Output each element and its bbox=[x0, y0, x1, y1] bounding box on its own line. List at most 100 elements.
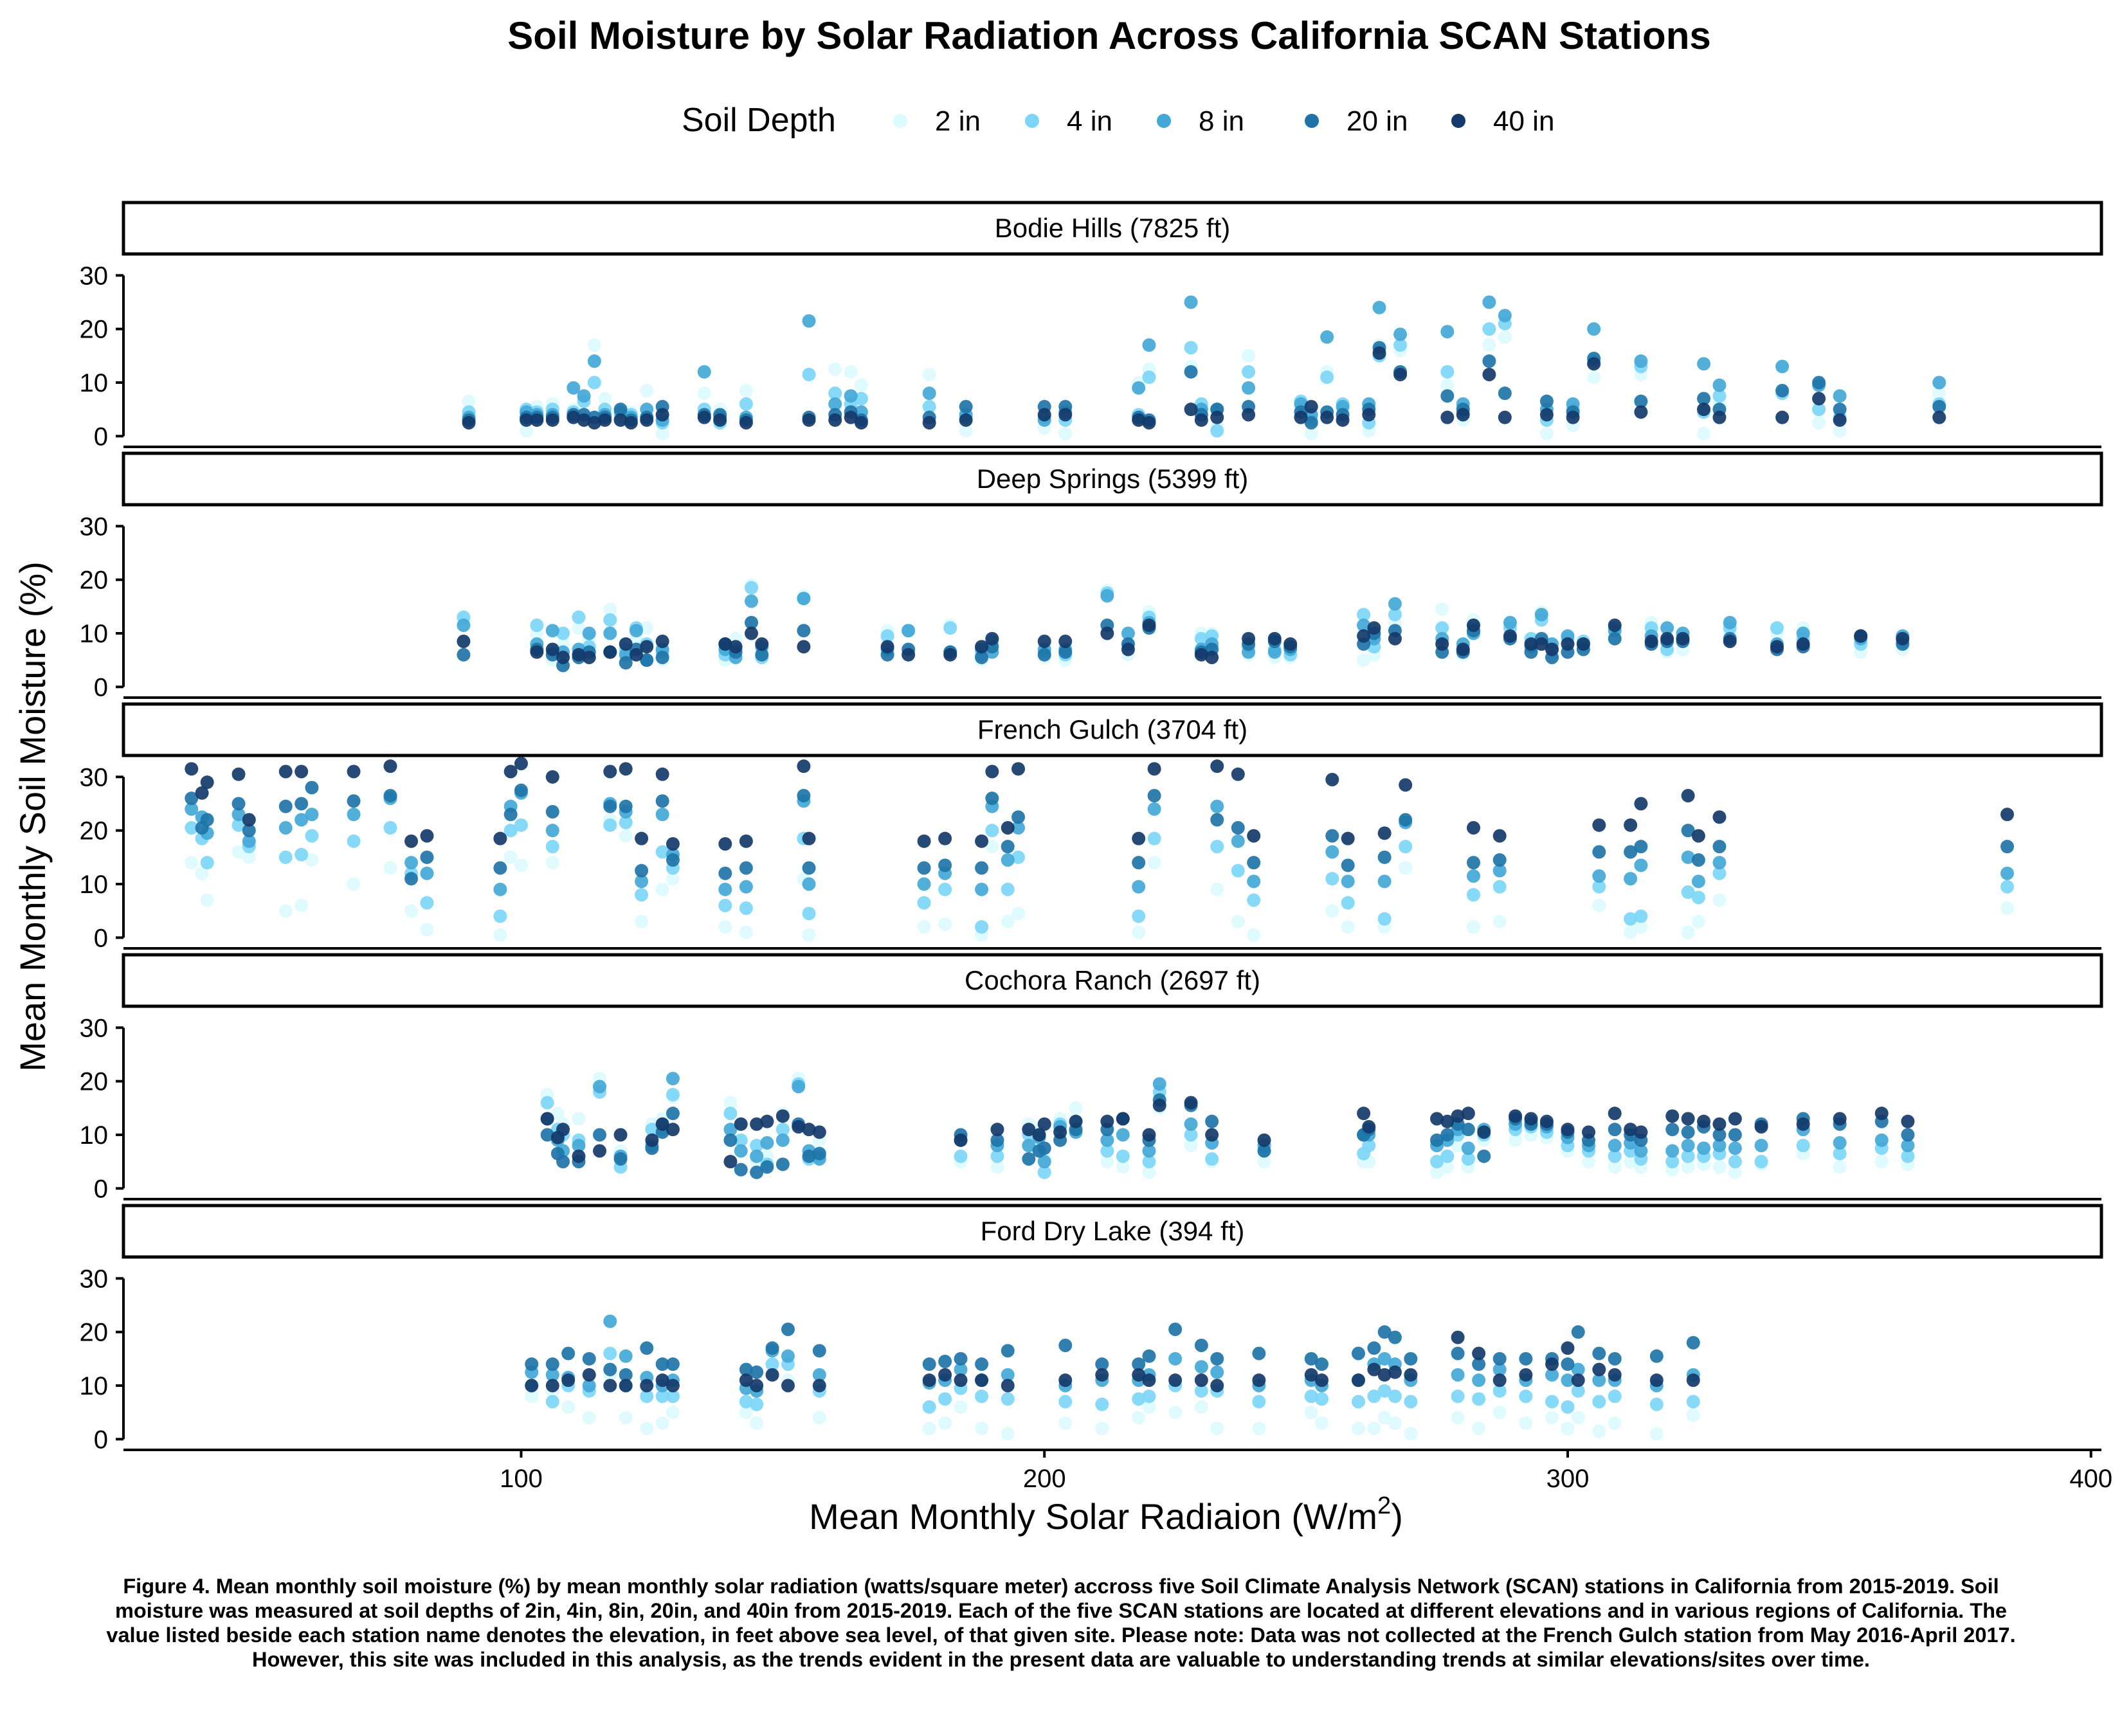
point-2in-42 bbox=[1608, 1416, 1622, 1430]
point-8in-27 bbox=[1152, 1077, 1166, 1091]
point-40in-45 bbox=[1660, 631, 1674, 646]
point-4in-25 bbox=[917, 896, 931, 910]
point-4in-52 bbox=[1796, 1139, 1810, 1153]
point-40in-12 bbox=[697, 410, 711, 424]
point-4in-38 bbox=[1545, 1395, 1559, 1409]
point-4in-47 bbox=[1712, 866, 1727, 880]
point-40in-26 bbox=[938, 831, 952, 845]
point-8in-46 bbox=[1691, 874, 1705, 889]
point-40in-19 bbox=[975, 640, 989, 654]
point-8in-19 bbox=[655, 808, 669, 822]
point-2in-40 bbox=[1571, 1411, 1585, 1425]
point-40in-9 bbox=[383, 759, 397, 773]
point-20in-55 bbox=[1901, 1128, 1915, 1142]
point-40in-13 bbox=[503, 764, 518, 779]
point-8in-23 bbox=[1100, 589, 1114, 603]
chart-title: Soil Moisture by Solar Radiation Across … bbox=[507, 14, 1710, 57]
point-4in-35 bbox=[1247, 893, 1261, 907]
point-4in-27 bbox=[1304, 1389, 1318, 1404]
point-40in-13 bbox=[775, 1109, 790, 1123]
point-2in-50 bbox=[1728, 1165, 1742, 1179]
point-40in-19 bbox=[1058, 1373, 1073, 1388]
point-8in-25 bbox=[1184, 295, 1198, 309]
point-40in-30 bbox=[1304, 400, 1318, 413]
point-40in-51 bbox=[1896, 631, 1910, 646]
point-20in-9 bbox=[383, 789, 397, 802]
point-2in-47 bbox=[1812, 416, 1826, 429]
point-20in-19 bbox=[1058, 1339, 1073, 1352]
point-2in-6 bbox=[295, 898, 309, 912]
point-40in-41 bbox=[1561, 1123, 1575, 1137]
point-40in-34 bbox=[1440, 1114, 1455, 1128]
point-40in-33 bbox=[1430, 1112, 1444, 1126]
point-4in-6 bbox=[645, 1123, 659, 1137]
point-2in-34 bbox=[1435, 602, 1449, 616]
point-8in-5 bbox=[582, 626, 596, 640]
point-4in-37 bbox=[1341, 896, 1355, 910]
point-40in-15 bbox=[938, 1368, 952, 1382]
point-40in-15 bbox=[545, 770, 559, 784]
point-20in-33 bbox=[1404, 1352, 1418, 1366]
point-4in-16 bbox=[603, 818, 617, 832]
point-4in-46 bbox=[1665, 1155, 1680, 1169]
point-40in-26 bbox=[1142, 1128, 1156, 1142]
point-4in-37 bbox=[1519, 1389, 1533, 1404]
point-4in-45 bbox=[1712, 389, 1727, 403]
point-40in-30 bbox=[1011, 762, 1026, 776]
point-20in-3 bbox=[582, 1352, 596, 1366]
point-40in-42 bbox=[1592, 818, 1606, 832]
point-2in-0 bbox=[525, 1389, 539, 1404]
point-40in-25 bbox=[1116, 1112, 1130, 1126]
point-2in-19 bbox=[655, 882, 669, 896]
point-20in-24 bbox=[1194, 1339, 1208, 1352]
point-40in-7 bbox=[655, 1117, 669, 1131]
point-20in-29 bbox=[1205, 1114, 1219, 1128]
point-8in-40 bbox=[1571, 1362, 1585, 1377]
point-2in-19 bbox=[1058, 1416, 1073, 1430]
point-8in-5 bbox=[577, 389, 591, 403]
point-40in-6 bbox=[640, 1379, 654, 1393]
point-20in-11 bbox=[765, 1341, 779, 1355]
point-2in-9 bbox=[739, 1406, 753, 1420]
point-8in-45 bbox=[1681, 850, 1695, 864]
point-40in-46 bbox=[1676, 631, 1690, 646]
point-20in-35 bbox=[1247, 856, 1261, 870]
point-8in-13 bbox=[745, 594, 759, 608]
point-2in-42 bbox=[1582, 1155, 1596, 1169]
point-8in-24 bbox=[1142, 338, 1156, 352]
point-40in-9 bbox=[723, 1155, 738, 1169]
point-40in-27 bbox=[1205, 651, 1219, 664]
point-40in-8 bbox=[613, 413, 628, 427]
point-40in-17 bbox=[844, 410, 858, 424]
point-20in-34 bbox=[1451, 1346, 1465, 1361]
point-8in-34 bbox=[1231, 834, 1245, 848]
point-4in-8 bbox=[347, 834, 361, 848]
point-20in-41 bbox=[1492, 853, 1507, 867]
point-40in-0 bbox=[185, 762, 199, 776]
point-20in-30 bbox=[1367, 1341, 1381, 1355]
point-40in-18 bbox=[990, 1123, 1004, 1137]
point-2in-6 bbox=[587, 338, 601, 352]
point-4in-13 bbox=[503, 824, 518, 838]
point-20in-22 bbox=[1142, 1349, 1156, 1363]
point-40in-44 bbox=[1634, 797, 1648, 811]
point-4in-43 bbox=[1649, 1397, 1664, 1411]
point-40in-2 bbox=[561, 1373, 576, 1388]
point-2in-14 bbox=[922, 1422, 936, 1436]
points bbox=[457, 578, 1910, 673]
point-8in-8 bbox=[347, 808, 361, 822]
point-40in-36 bbox=[1461, 1107, 1475, 1121]
point-2in-3 bbox=[231, 845, 246, 859]
point-8in-43 bbox=[1608, 1139, 1622, 1153]
x-axis-title: Mean Monthly Solar Radiaion (W/m2) bbox=[809, 1492, 1403, 1537]
point-40in-9 bbox=[739, 1373, 753, 1388]
point-4in-12 bbox=[493, 909, 507, 923]
point-8in-43 bbox=[1634, 354, 1648, 368]
point-20in-9 bbox=[640, 653, 654, 667]
y-tick-label: 20 bbox=[80, 566, 109, 595]
point-2in-54 bbox=[1874, 1155, 1889, 1169]
point-40in-32 bbox=[1362, 1120, 1376, 1134]
legend-title: Soil Depth bbox=[682, 102, 836, 139]
point-40in-21 bbox=[718, 837, 732, 851]
